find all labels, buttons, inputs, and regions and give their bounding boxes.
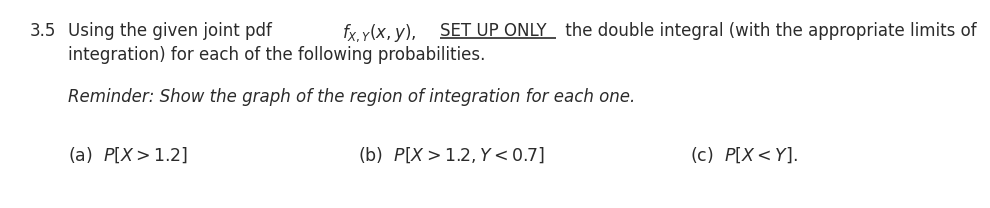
Text: SET UP ONLY: SET UP ONLY (440, 22, 546, 40)
Text: (a)  $P[X > 1.2]$: (a) $P[X > 1.2]$ (68, 145, 188, 165)
Text: (b)  $P[X > 1.2, Y < 0.7]$: (b) $P[X > 1.2, Y < 0.7]$ (358, 145, 545, 165)
Text: Using the given joint pdf: Using the given joint pdf (68, 22, 277, 40)
Text: (c)  $P[X < Y]$.: (c) $P[X < Y]$. (690, 145, 798, 165)
Text: Reminder​: Show the graph of the region of integration for each one.: Reminder​: Show the graph of the region … (68, 88, 636, 106)
Text: $f_{X,Y}(x, y),$: $f_{X,Y}(x, y),$ (342, 22, 417, 44)
Text: the double integral (with the appropriate limits of: the double integral (with the appropriat… (560, 22, 976, 40)
Text: integration) for each of the following probabilities.: integration) for each of the following p… (68, 46, 485, 64)
Text: 3.5: 3.5 (30, 22, 56, 40)
